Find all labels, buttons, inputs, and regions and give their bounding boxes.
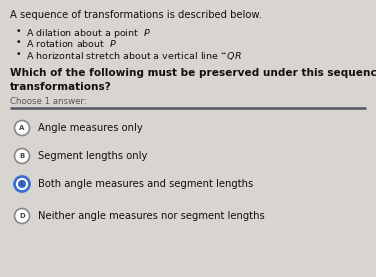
- Text: A sequence of transformations is described below.: A sequence of transformations is describ…: [10, 10, 262, 20]
- Circle shape: [15, 120, 29, 135]
- Text: A horizontal stretch about a vertical line  $\overleftrightarrow{QR}$: A horizontal stretch about a vertical li…: [26, 50, 242, 62]
- Text: A: A: [19, 125, 25, 131]
- Text: Angle measures only: Angle measures only: [38, 123, 143, 133]
- Circle shape: [15, 209, 29, 224]
- Text: A rotation about  $P$: A rotation about $P$: [26, 38, 117, 49]
- Text: •: •: [15, 27, 21, 36]
- Text: C: C: [20, 181, 24, 187]
- Circle shape: [18, 180, 26, 188]
- Text: •: •: [15, 50, 21, 59]
- Text: Neither angle measures nor segment lengths: Neither angle measures nor segment lengt…: [38, 211, 265, 221]
- Text: A dilation about a point  $P$: A dilation about a point $P$: [26, 27, 151, 40]
- Text: Which of the following must be preserved under this sequence of
transformations?: Which of the following must be preserved…: [10, 68, 376, 92]
- Circle shape: [15, 148, 29, 163]
- Circle shape: [15, 176, 29, 191]
- Text: Segment lengths only: Segment lengths only: [38, 151, 147, 161]
- Text: Choose 1 answer:: Choose 1 answer:: [10, 97, 87, 106]
- Text: B: B: [20, 153, 24, 159]
- Text: D: D: [19, 213, 25, 219]
- Text: •: •: [15, 38, 21, 47]
- Text: Both angle measures and segment lengths: Both angle measures and segment lengths: [38, 179, 253, 189]
